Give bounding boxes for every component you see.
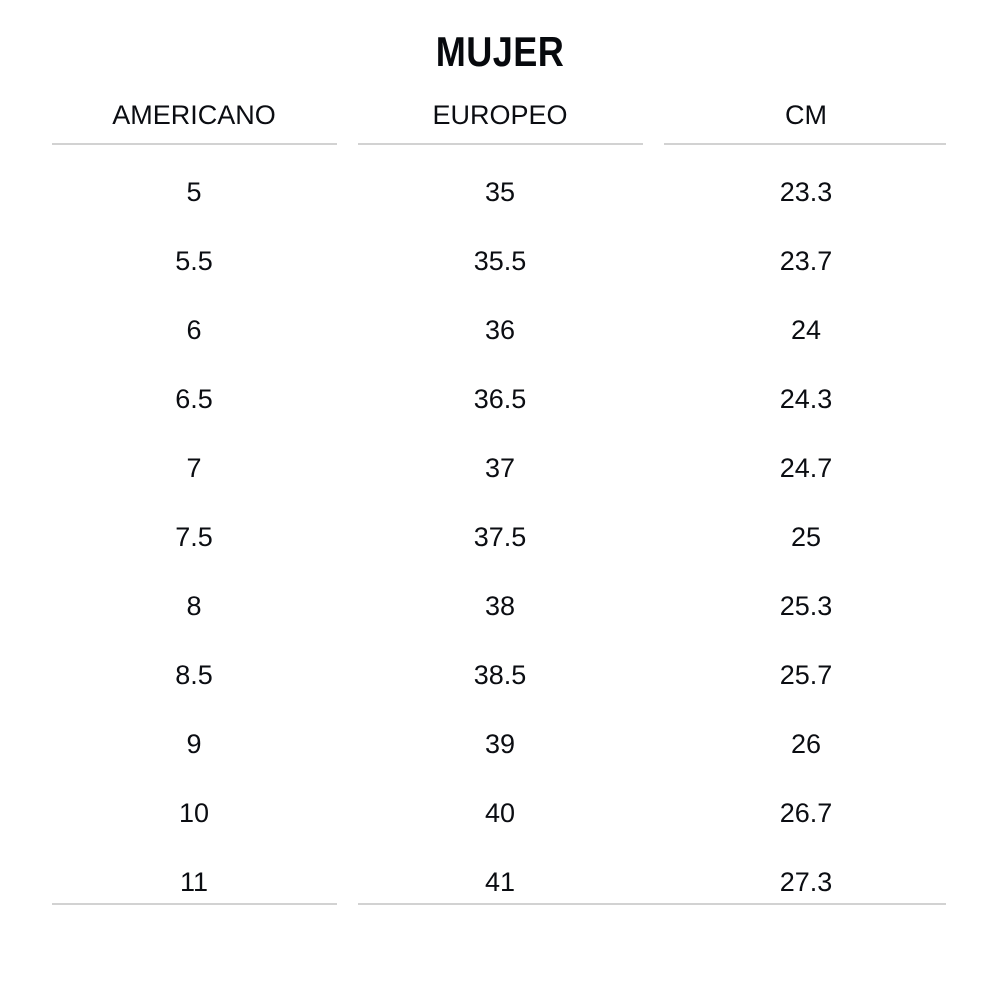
cell-americano: 5.5 — [175, 246, 213, 276]
cell-europeo: 40 — [484, 798, 516, 828]
table-row: 5 35 23.3 — [0, 170, 1000, 239]
cell-cm: 25 — [790, 522, 822, 552]
cell-europeo: 36 — [484, 315, 516, 345]
cell-europeo: 36.5 — [473, 384, 527, 414]
cell-cm: 26 — [790, 729, 822, 759]
table-row: 11 41 27.3 — [0, 860, 1000, 929]
table-row: 7.5 37.5 25 — [0, 515, 1000, 584]
cell-americano: 11 — [179, 867, 209, 897]
header-divider-cm — [664, 143, 946, 145]
cell-americano: 5 — [186, 177, 202, 207]
cell-cm: 23.7 — [779, 246, 833, 276]
table-row: 6 36 24 — [0, 308, 1000, 377]
cell-europeo: 41 — [484, 867, 516, 897]
cell-cm: 25.7 — [779, 660, 833, 690]
cell-cm: 23.3 — [779, 177, 833, 207]
table-body: 5 35 23.3 5.5 35.5 23.7 6 36 24 6.5 36.5 24.3 7 37 24.… — [0, 170, 1000, 929]
cell-americano: 8 — [186, 591, 202, 621]
header-divider-americano — [52, 143, 337, 145]
cell-cm: 24.7 — [779, 453, 833, 483]
cell-europeo: 37.5 — [473, 522, 527, 552]
table-row: 8.5 38.5 25.7 — [0, 653, 1000, 722]
table-row: 5.5 35.5 23.7 — [0, 239, 1000, 308]
cell-europeo: 38.5 — [473, 660, 527, 690]
page-title: MUJER — [435, 28, 565, 75]
column-header-americano: AMERICANO — [112, 100, 276, 130]
cell-americano: 6.5 — [175, 384, 213, 414]
footer-divider-americano — [52, 903, 337, 905]
cell-cm: 25.3 — [779, 591, 833, 621]
cell-cm: 24 — [790, 315, 822, 345]
cell-europeo: 38 — [484, 591, 516, 621]
table-row: 8 38 25.3 — [0, 584, 1000, 653]
cell-americano: 7 — [186, 453, 202, 483]
table-row: 6.5 36.5 24.3 — [0, 377, 1000, 446]
footer-divider-europeo-cm — [358, 903, 946, 905]
cell-europeo: 37 — [484, 453, 516, 483]
header-divider-europeo — [358, 143, 643, 145]
table-row: 9 39 26 — [0, 722, 1000, 791]
table-header-row: AMERICANO EUROPEO CM — [0, 98, 1000, 132]
cell-europeo: 35 — [484, 177, 516, 207]
column-header-europeo: EUROPEO — [432, 100, 568, 130]
cell-europeo: 35.5 — [473, 246, 527, 276]
table-row: 10 40 26.7 — [0, 791, 1000, 860]
table-row: 7 37 24.7 — [0, 446, 1000, 515]
cell-cm: 26.7 — [779, 798, 833, 828]
cell-europeo: 39 — [484, 729, 516, 759]
cell-americano: 8.5 — [175, 660, 213, 690]
cell-americano: 10 — [178, 798, 210, 828]
cell-cm: 27.3 — [779, 867, 833, 897]
column-header-cm: CM — [785, 100, 827, 130]
cell-americano: 9 — [186, 729, 202, 759]
cell-americano: 7.5 — [175, 522, 213, 552]
cell-cm: 24.3 — [779, 384, 833, 414]
cell-americano: 6 — [186, 315, 202, 345]
